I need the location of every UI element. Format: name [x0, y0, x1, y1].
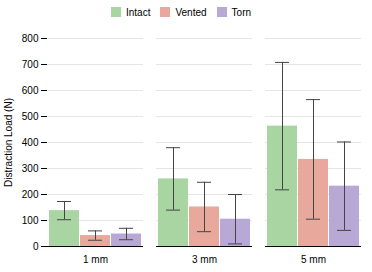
svg-text:100: 100 — [22, 215, 39, 226]
html-text:Torn: Torn — [231, 6, 251, 18]
svg-text:1 mm: 1 mm — [83, 254, 108, 265]
svg-text:0: 0 — [33, 241, 39, 252]
svg-text:600: 600 — [22, 85, 39, 96]
svg-text:3 mm: 3 mm — [192, 254, 217, 265]
svg-text:700: 700 — [22, 59, 39, 70]
html-text:Intact: Intact — [126, 6, 151, 18]
svg-text:200: 200 — [22, 189, 39, 200]
html-text:Vented: Vented — [175, 6, 207, 18]
svg-text:400: 400 — [22, 137, 39, 148]
svg-text:Distraction Load (N): Distraction Load (N) — [3, 98, 14, 187]
svg-text:300: 300 — [22, 163, 39, 174]
svg-text:5 mm: 5 mm — [301, 254, 326, 265]
svg-text:500: 500 — [22, 111, 39, 122]
svg-text:800: 800 — [22, 33, 39, 44]
